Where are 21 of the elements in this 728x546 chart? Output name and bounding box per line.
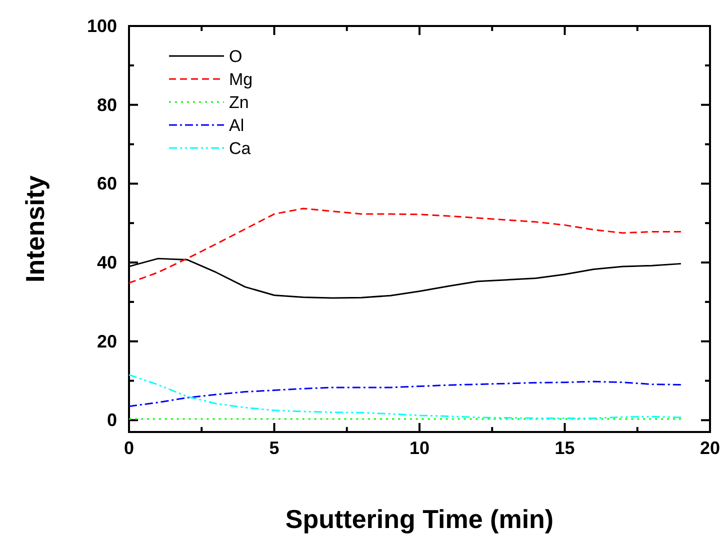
- y-tick-label: 80: [96, 94, 117, 115]
- legend-label: Zn: [229, 93, 249, 112]
- x-tick-label: 10: [409, 438, 430, 458]
- line-series: [128, 380, 682, 408]
- line-series: [128, 374, 682, 419]
- x-tick-label: 0: [124, 438, 134, 458]
- line-series: [128, 208, 682, 284]
- y-tick-label: 0: [106, 410, 117, 430]
- x-tick-label: 5: [269, 438, 280, 458]
- y-axis-title: Intensity: [20, 175, 50, 282]
- y-tick-label: 20: [96, 331, 117, 352]
- legend-label: Al: [229, 116, 244, 135]
- x-tick-label: 20: [700, 438, 720, 458]
- x-axis-title: Sputtering Time (min): [285, 504, 554, 534]
- x-tick-label: 15: [554, 438, 575, 458]
- legend-label: Mg: [229, 70, 253, 89]
- y-tick-label: 60: [96, 174, 117, 194]
- legend-label: O: [229, 47, 242, 66]
- legend-label: Ca: [229, 139, 252, 158]
- y-tick-label: 100: [86, 16, 117, 36]
- y-tick-label: 40: [96, 252, 117, 273]
